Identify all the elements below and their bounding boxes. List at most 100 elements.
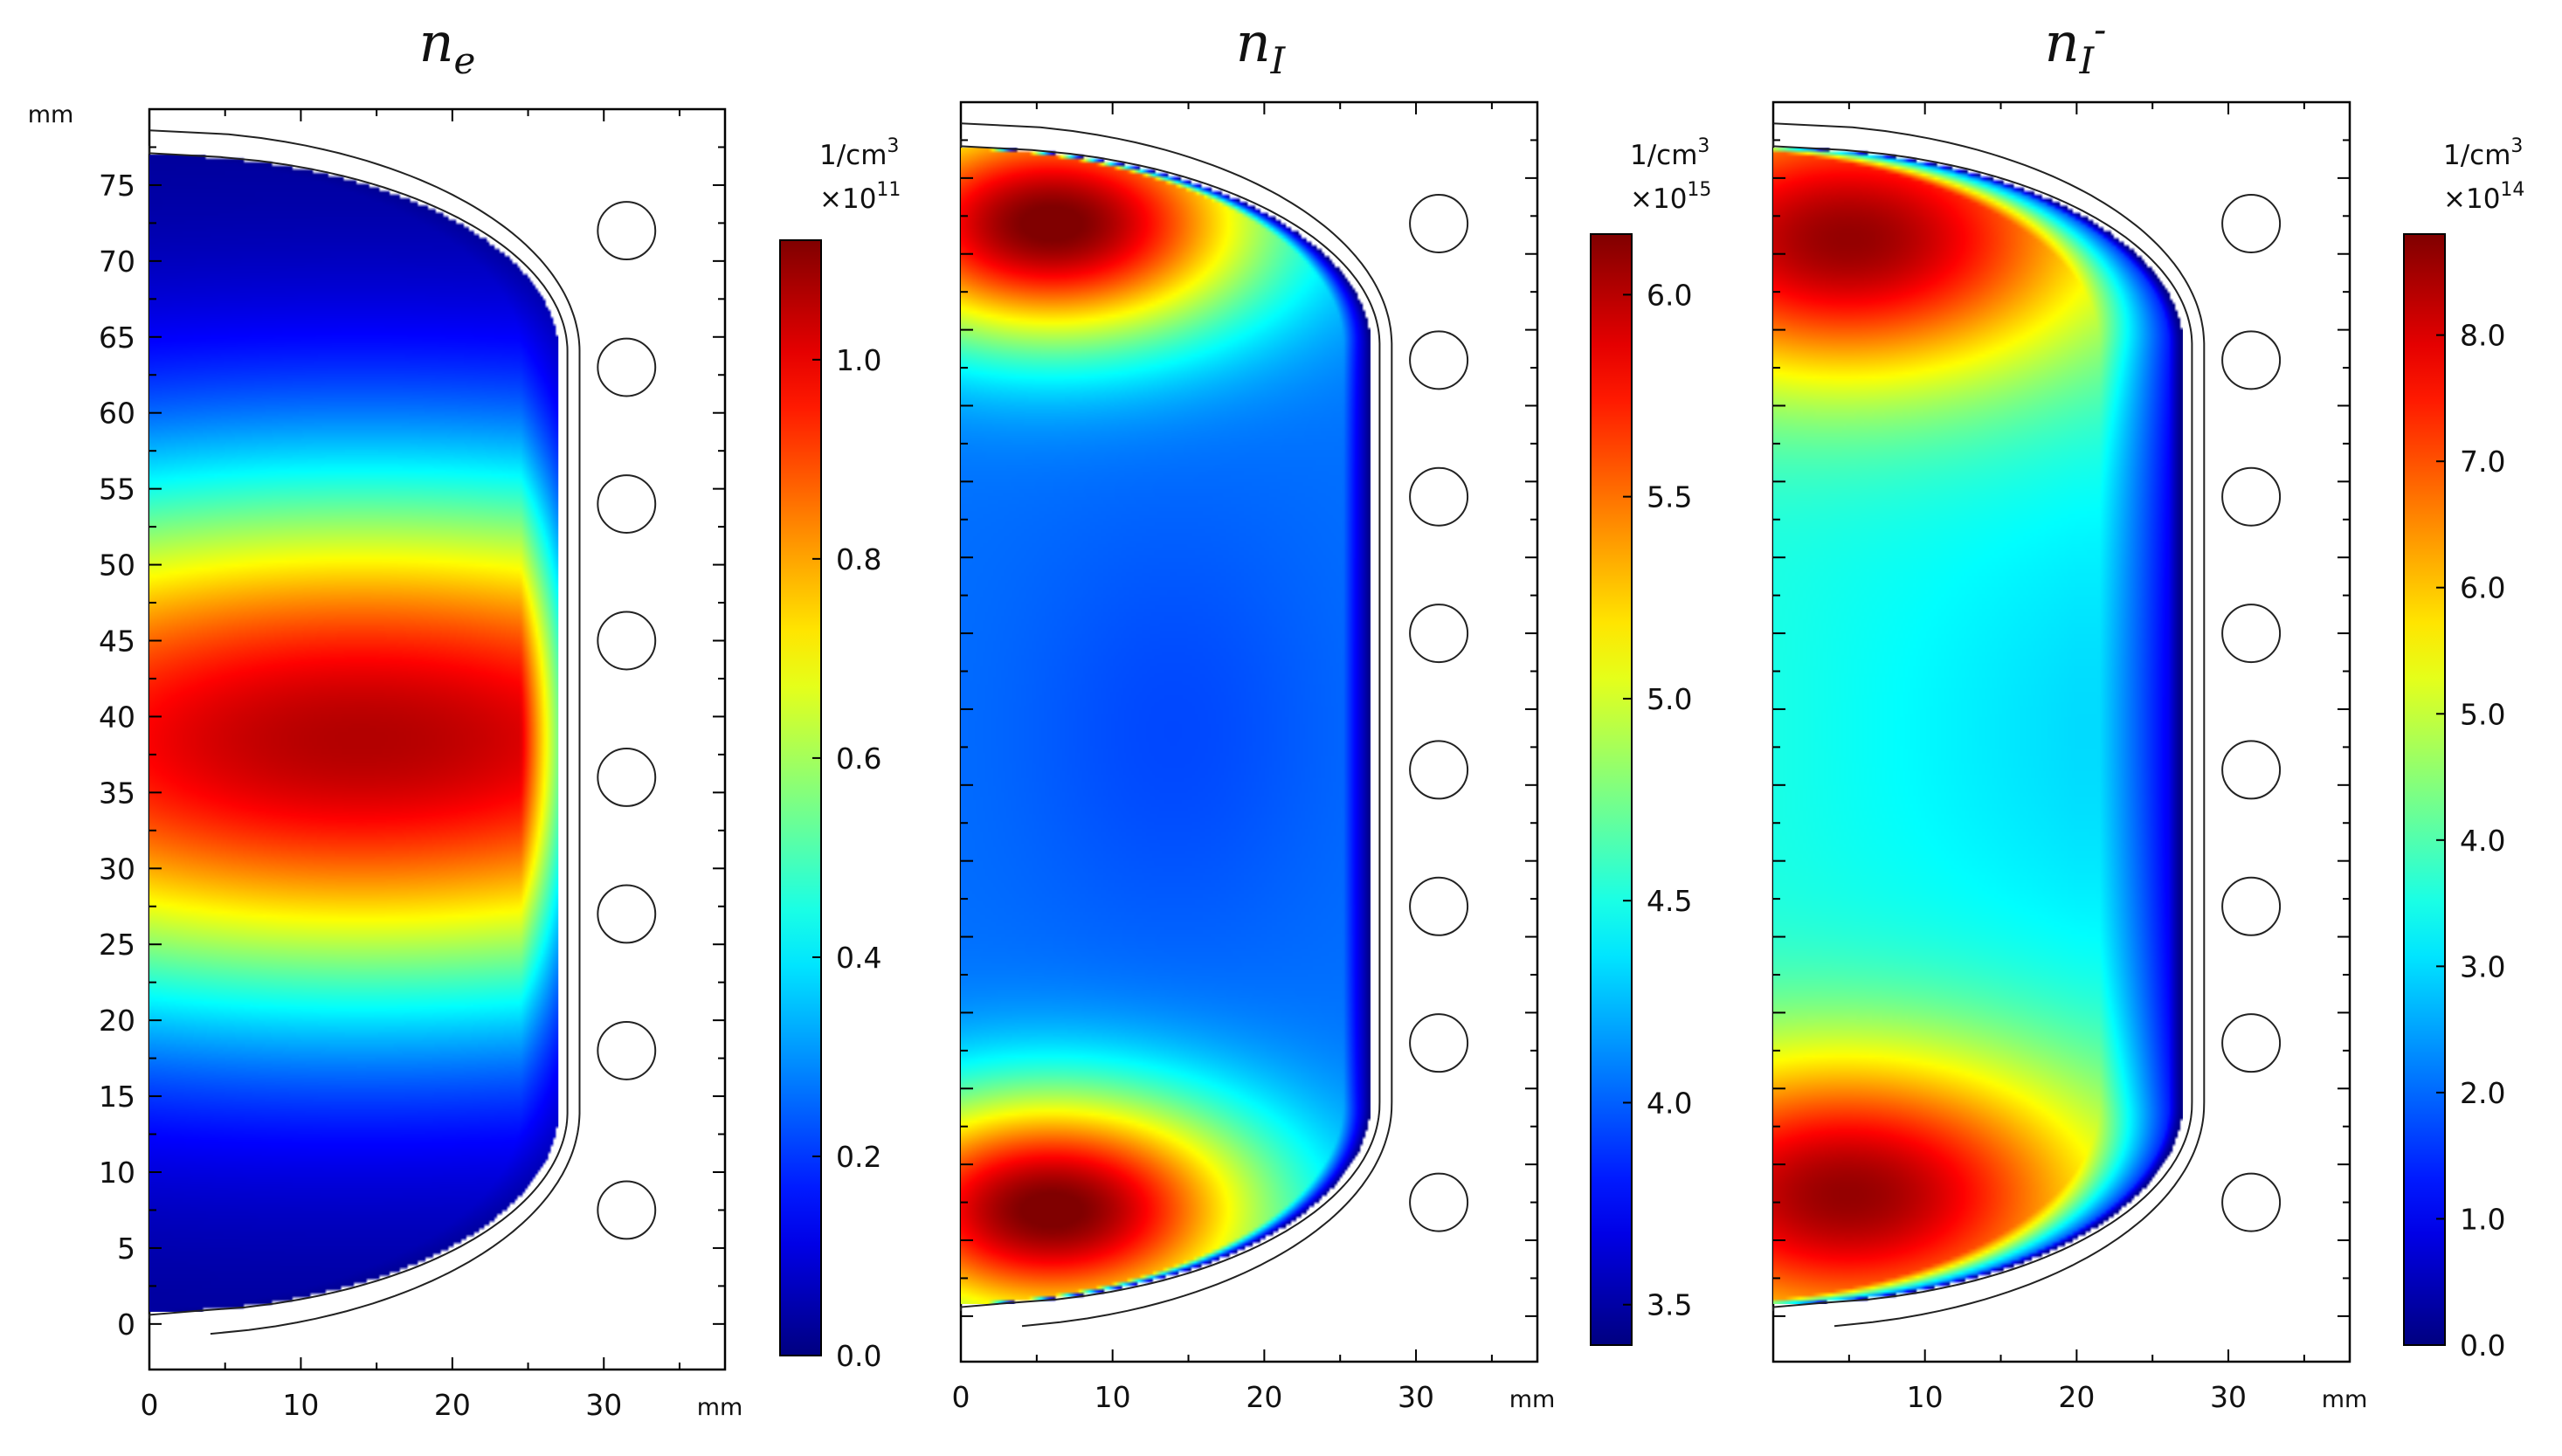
y-tick-label: 40 bbox=[99, 700, 135, 734]
y-unit-label: mm bbox=[28, 101, 74, 128]
x-tick-label: 10 bbox=[1095, 1380, 1131, 1414]
coil-circle bbox=[2221, 193, 2282, 253]
y-tick-label: 10 bbox=[99, 1156, 135, 1190]
y-tick-label: 15 bbox=[99, 1080, 135, 1114]
colorbar-tick-label: 0.2 bbox=[836, 1140, 881, 1174]
y-tick-label: 0 bbox=[117, 1308, 135, 1342]
panel-1: ne 0 10 20 30 mm 0 5 10 15 20 25 30 35 40 45 50 55 60 65 70 7… bbox=[28, 10, 901, 1422]
x-unit-label: mm bbox=[2322, 1386, 2368, 1413]
x-tick-label: 10 bbox=[282, 1388, 319, 1422]
colorbar-tick-label: 0.8 bbox=[836, 542, 881, 576]
coil-circle bbox=[597, 474, 657, 534]
colorbar-tick-label: 5.5 bbox=[1647, 480, 1692, 514]
colorbar-tick-label: 5.0 bbox=[2460, 697, 2505, 731]
colorbar-tick-label: 3.0 bbox=[2460, 949, 2505, 983]
coil-circle bbox=[2221, 330, 2282, 390]
coil-circle bbox=[597, 337, 657, 397]
colorbar bbox=[1590, 233, 1633, 1346]
x-unit-label: mm bbox=[697, 1394, 743, 1421]
y-tick-label: 55 bbox=[99, 473, 135, 507]
coil-circle bbox=[1409, 1172, 1469, 1232]
colorbar-tick-label: 0.0 bbox=[2460, 1328, 2505, 1363]
x-unit-label: mm bbox=[1509, 1386, 1556, 1413]
x-tick-label: 30 bbox=[2210, 1380, 2247, 1414]
panel-2: nI 0 10 20 30 mm 3.5 4.0 4.5 5.0 5.5 6.0 1/cm3 ×1015 bbox=[952, 10, 1712, 1414]
coil-circle bbox=[2221, 876, 2282, 936]
coil-circle bbox=[2221, 740, 2282, 800]
colorbar bbox=[2403, 233, 2446, 1346]
panel-title: nI- bbox=[2045, 8, 2107, 82]
colorbar-scale: ×1015 bbox=[1630, 179, 1711, 215]
y-tick-label: 5 bbox=[117, 1232, 135, 1266]
coil-circle bbox=[597, 884, 657, 944]
x-tick-label: 20 bbox=[2058, 1380, 2095, 1414]
density-field bbox=[149, 155, 559, 1312]
density-field bbox=[1773, 148, 2183, 1304]
colorbar bbox=[779, 239, 822, 1356]
colorbar-tick-label: 0.4 bbox=[836, 941, 881, 975]
chamber-wall-inner bbox=[1772, 138, 2193, 1311]
y-tick-label: 70 bbox=[99, 245, 135, 279]
colorbar-tick-label: 4.5 bbox=[1647, 884, 1692, 918]
y-tick-label: 75 bbox=[99, 169, 135, 203]
y-tick-label: 45 bbox=[99, 624, 135, 658]
colorbar-tick-label: 7.0 bbox=[2460, 445, 2505, 479]
colorbar-unit: 1/cm3 bbox=[1630, 135, 1709, 171]
coil-circle bbox=[2221, 1013, 2282, 1073]
colorbar-scale: ×1011 bbox=[819, 179, 901, 215]
x-tick-label: 10 bbox=[1907, 1380, 1944, 1414]
coil-circle bbox=[2221, 604, 2282, 664]
coil-circle bbox=[1409, 1013, 1469, 1073]
colorbar-unit: 1/cm3 bbox=[819, 135, 899, 171]
colorbar-tick-label: 4.0 bbox=[1647, 1086, 1692, 1120]
colorbar-tick-label: 6.0 bbox=[2460, 571, 2505, 605]
colorbar-tick-label: 6.0 bbox=[1647, 278, 1692, 312]
colorbar-tick-label: 0.0 bbox=[836, 1339, 881, 1373]
colorbar-tick-label: 2.0 bbox=[2460, 1076, 2505, 1110]
density-field bbox=[961, 148, 1371, 1304]
y-tick-label: 60 bbox=[99, 397, 135, 431]
colorbar-scale: ×1014 bbox=[2443, 179, 2524, 215]
chamber-wall-outer bbox=[1772, 122, 2206, 1328]
chamber-wall-outer bbox=[960, 122, 1393, 1328]
panel-title: ne bbox=[419, 10, 476, 82]
coil-circle bbox=[1409, 604, 1469, 664]
coil-circle bbox=[597, 201, 657, 261]
x-tick-label: 20 bbox=[434, 1388, 471, 1422]
x-tick-label: 0 bbox=[141, 1388, 159, 1422]
panel-title: nI bbox=[1236, 10, 1287, 82]
y-tick-label: 30 bbox=[99, 852, 135, 886]
colorbar-tick-label: 0.6 bbox=[836, 742, 881, 776]
coil-circle bbox=[1409, 876, 1469, 936]
y-tick-label: 35 bbox=[99, 776, 135, 810]
y-tick-label: 65 bbox=[99, 321, 135, 355]
colorbar-tick-label: 4.0 bbox=[2460, 824, 2505, 858]
coil-circle bbox=[2221, 466, 2282, 527]
coil-circle bbox=[1409, 740, 1469, 800]
x-tick-label: 0 bbox=[952, 1380, 970, 1414]
coil-circle bbox=[597, 1020, 657, 1080]
coil-circle bbox=[1409, 466, 1469, 527]
y-tick-label: 50 bbox=[99, 549, 135, 583]
coil-circle bbox=[597, 748, 657, 807]
chamber-wall-outer bbox=[148, 129, 581, 1335]
chamber-wall-inner bbox=[148, 145, 569, 1319]
x-tick-label: 20 bbox=[1246, 1380, 1282, 1414]
colorbar-tick-label: 8.0 bbox=[2460, 319, 2505, 353]
panel-3: nI- 10 20 30 mm 0.0 1.0 2.0 3.0 4.0 5.0 6.0 7.0 8.0 1/… bbox=[1771, 8, 2524, 1414]
colorbar-tick-label: 5.0 bbox=[1647, 682, 1692, 716]
colorbar-tick-label: 1.0 bbox=[836, 343, 881, 377]
coil-circle bbox=[597, 611, 657, 671]
coil-circle bbox=[2221, 1172, 2282, 1232]
coil-circle bbox=[1409, 193, 1469, 253]
coil-circle bbox=[1409, 330, 1469, 390]
colorbar-tick-label: 1.0 bbox=[2460, 1202, 2505, 1236]
chamber-wall-inner bbox=[960, 138, 1381, 1311]
y-tick-label: 20 bbox=[99, 1004, 135, 1038]
coil-circle bbox=[597, 1180, 657, 1240]
x-tick-label: 30 bbox=[1398, 1380, 1434, 1414]
y-tick-label: 25 bbox=[99, 928, 135, 962]
colorbar-unit: 1/cm3 bbox=[2443, 135, 2523, 171]
x-tick-label: 30 bbox=[585, 1388, 622, 1422]
